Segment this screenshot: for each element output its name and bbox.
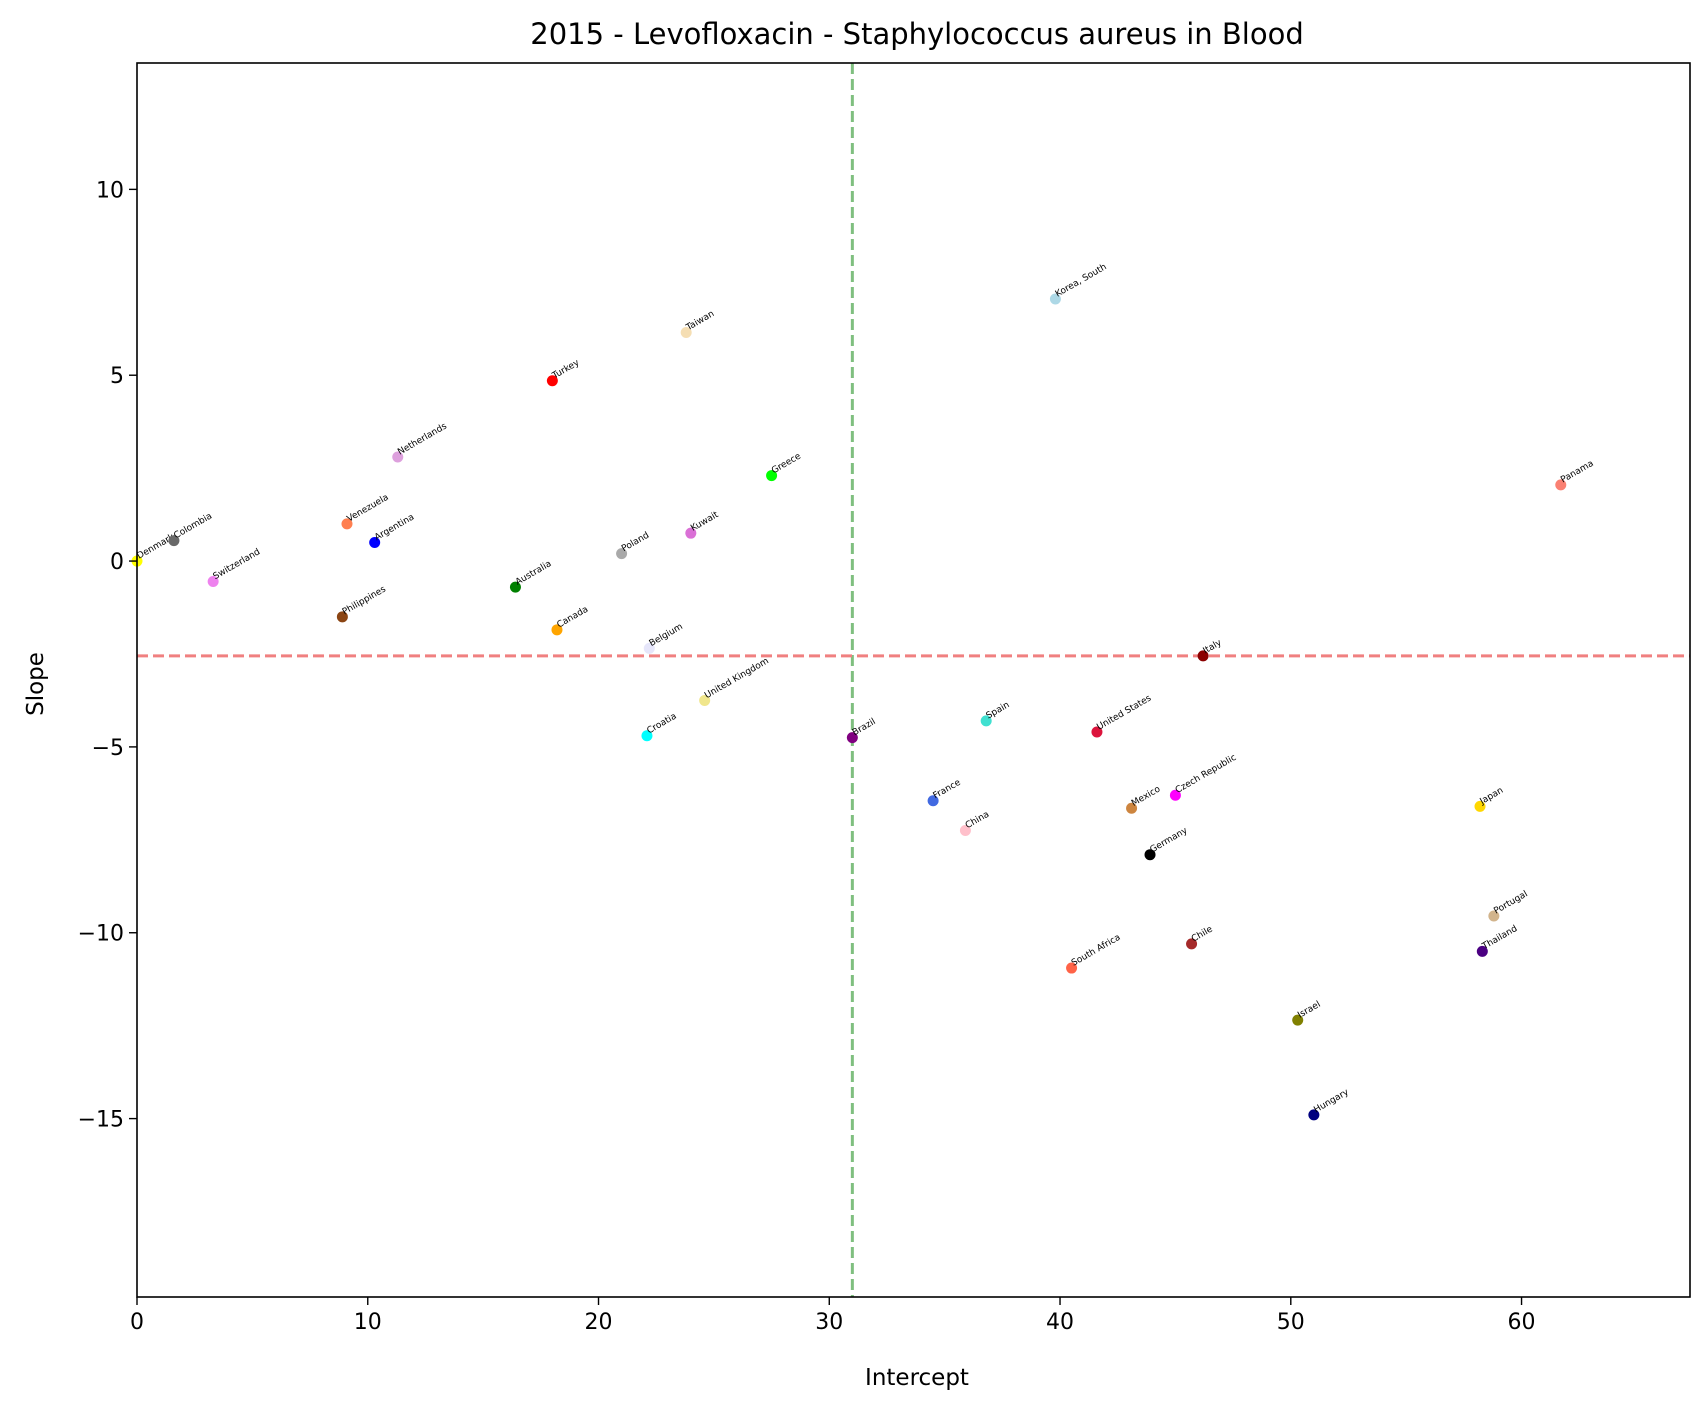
y-tick-label: 0: [110, 550, 124, 575]
data-point: [336, 611, 348, 623]
data-point: [1476, 945, 1488, 957]
data-point: [1126, 802, 1138, 814]
data-point: [1197, 650, 1209, 662]
y-tick-label: 10: [96, 178, 124, 203]
data-point: [927, 795, 939, 807]
data-point: [1292, 1014, 1304, 1026]
data-point: [551, 624, 563, 636]
data-point: [643, 642, 655, 654]
x-tick-label: 50: [1277, 1310, 1305, 1335]
data-point: [699, 694, 711, 706]
data-point: [1488, 910, 1500, 922]
data-point: [392, 451, 404, 463]
data-point: [546, 375, 558, 387]
data-point: [369, 536, 381, 548]
y-tick-label: −5: [92, 736, 124, 761]
data-point: [616, 548, 628, 560]
data-point: [980, 715, 992, 727]
data-point: [1169, 789, 1181, 801]
x-tick-label: 10: [354, 1310, 382, 1335]
data-point: [341, 518, 353, 530]
data-point: [207, 576, 219, 588]
data-point: [509, 581, 521, 593]
data-point: [959, 825, 971, 837]
x-tick-label: 40: [1046, 1310, 1074, 1335]
x-tick-label: 20: [585, 1310, 613, 1335]
data-point: [685, 527, 697, 539]
x-tick-label: 30: [815, 1310, 843, 1335]
x-axis-label: Intercept: [865, 1365, 969, 1391]
data-point: [1474, 800, 1486, 812]
chart-title: 2015 - Levofloxacin - Staphylococcus aur…: [530, 17, 1304, 51]
data-point: [846, 732, 858, 744]
y-axis-label: Slope: [23, 652, 49, 716]
data-point: [1308, 1109, 1320, 1121]
data-point: [168, 535, 180, 547]
data-point: [641, 730, 653, 742]
y-tick-label: −15: [78, 1108, 124, 1133]
plot-frame: [136, 62, 1691, 1298]
y-tick-label: −10: [78, 922, 124, 947]
data-point: [1091, 726, 1103, 738]
x-tick-label: 60: [1508, 1310, 1536, 1335]
x-tick-label: 0: [130, 1310, 144, 1335]
data-point: [1186, 938, 1198, 950]
data-point: [680, 326, 692, 338]
data-point: [766, 470, 778, 482]
data-point: [1555, 479, 1567, 491]
data-point: [1049, 293, 1061, 305]
y-tick-label: 5: [110, 364, 124, 389]
data-point: [1144, 849, 1156, 861]
data-point: [1066, 962, 1078, 974]
